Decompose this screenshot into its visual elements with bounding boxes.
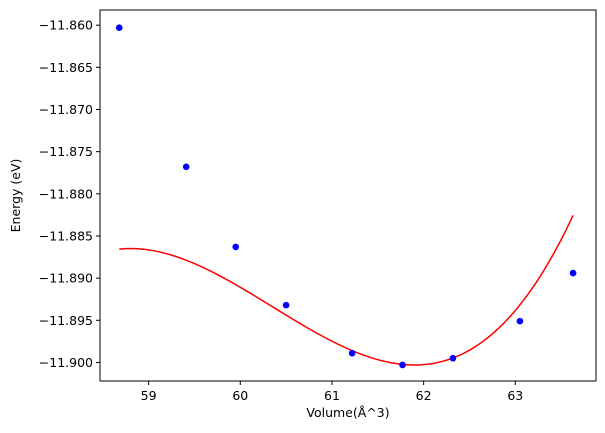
y-tick-label: −11.870: [39, 102, 93, 117]
y-tick-label: −11.860: [39, 18, 93, 33]
y-tick-label: −11.890: [39, 271, 93, 286]
y-tick-label: −11.875: [39, 144, 93, 159]
data-point: [282, 301, 290, 309]
y-tick-label: −11.885: [39, 228, 93, 243]
y-axis: −11.860 −11.865 −11.870 −11.875 −11.880 −11.8…: [39, 18, 100, 370]
data-point: [348, 349, 356, 357]
y-tick-label: −11.880: [39, 186, 93, 201]
x-tick-label: 60: [232, 388, 248, 403]
data-point: [449, 354, 457, 362]
y-tick-label: −11.895: [39, 313, 93, 328]
y-axis-label: Energy (eV): [8, 159, 23, 233]
plot-frame: [99, 9, 597, 382]
fit-curve: [119, 215, 574, 366]
data-point: [182, 163, 190, 171]
x-axis: 59 60 61 62 63: [141, 381, 523, 403]
y-tick-label: −11.865: [39, 60, 93, 75]
x-axis-label: Volume(Å^3): [306, 405, 389, 420]
x-tick-label: 62: [416, 388, 432, 403]
data-point: [516, 317, 524, 325]
plot-area: [115, 24, 577, 369]
x-tick-label: 59: [141, 388, 157, 403]
data-point: [232, 243, 239, 251]
data-point: [569, 269, 577, 277]
x-tick-label: 63: [507, 388, 523, 403]
x-tick-label: 61: [324, 388, 340, 403]
data-point: [399, 361, 406, 369]
data-point: [115, 24, 123, 32]
y-tick-label: −11.900: [39, 355, 93, 370]
